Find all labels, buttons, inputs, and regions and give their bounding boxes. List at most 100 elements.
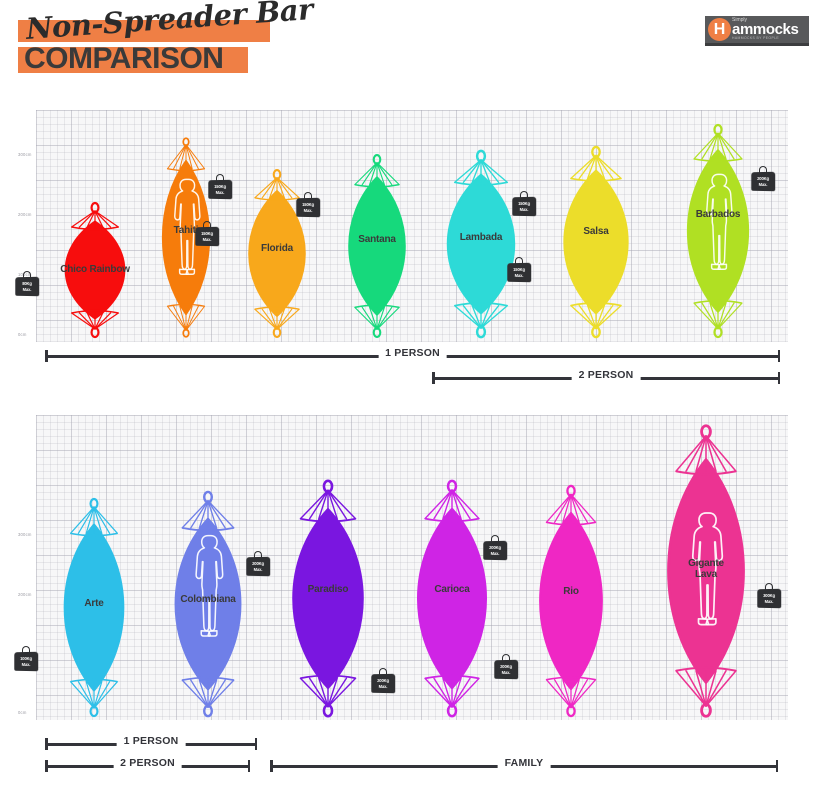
bracket-cap-right [775,760,778,772]
title-band-upper [18,20,270,42]
bracket-cap-left [45,350,48,362]
logo-text: Simply ammocks HAMMOCKS BY PEOPLE [732,17,799,40]
bracket-cap-left [432,372,435,384]
tag-max: Max. [215,189,225,195]
logo-mark-icon: H [708,18,731,41]
bracket-label: 1 PERSON [378,347,447,359]
tag-max: Max. [253,566,263,572]
capacity-tag: 200Kg Max. [245,550,271,577]
capacity-tag: 150Kg Max. [194,220,220,247]
capacity-tag: 300Kg Max. [756,582,782,609]
axis-tick-label: 200cm [18,212,32,217]
tag-body: 150Kg Max. [512,196,537,216]
axis-tick-label: 300cm [18,152,32,157]
capacity-tag: 200Kg Max. [482,534,508,561]
tag-max: Max. [303,207,313,213]
capacity-tag: 150Kg Max. [511,190,537,217]
capacity-bracket-family: FAMILY [270,757,778,774]
tag-weight: 200Kg [252,561,264,567]
capacity-tag: 200Kg Max. [370,668,396,694]
tag-body: 200Kg Max. [246,556,271,576]
hammock-paradiso[interactable]: Paradiso [282,479,374,718]
brand-logo[interactable]: H Simply ammocks HAMMOCKS BY PEOPLE [705,16,809,46]
bracket-cap-left [45,738,48,750]
person-silhouette-icon [686,502,726,636]
hammock-barbados[interactable]: Barbados [678,123,758,339]
tag-handle-icon [23,271,31,280]
bracket-cap-left [270,760,273,772]
person-silhouette-icon [701,168,735,276]
capacity-tag: 200Kg Max. [750,165,776,192]
capacity-tag: 150Kg Max. [207,174,233,200]
tag-weight: 150Kg [201,230,213,236]
hammock-rio[interactable]: Rio [530,484,612,718]
capacity-bracket-2-person: 2 PERSON [432,369,780,386]
bracket-cap-right [247,760,250,772]
person-silhouette-icon [169,172,203,282]
tag-weight: 300Kg [763,592,775,598]
tag-handle-icon [203,220,211,229]
capacity-bracket-2-person: 2 PERSON [45,757,250,774]
bracket-label: 2 PERSON [113,757,182,769]
tag-body: 200Kg Max. [483,540,508,561]
tag-max: Max. [490,550,500,556]
tag-handle-icon [502,654,510,663]
hammock-colombiana[interactable]: Colombiana [165,490,251,718]
tag-body: 80Kg Max. [15,277,40,297]
logo-small-text: Simply [732,17,748,24]
bracket-cap-right [254,738,257,750]
tag-max: Max. [202,236,212,242]
tag-handle-icon [520,190,528,199]
tag-body: 150Kg Max. [507,262,532,283]
hammock-salsa[interactable]: Salsa [554,145,638,339]
capacity-bracket-1-person: 1 PERSON [45,347,780,364]
hammock-chico-rainbow[interactable]: Chico Rainbow [56,201,134,339]
hammock-carioca[interactable]: Carioca [407,479,497,718]
tag-body: 150Kg Max. [296,197,321,218]
person-silhouette-icon [190,526,226,646]
tag-handle-icon [304,192,312,200]
title-band-lower [18,47,248,73]
tag-max: Max. [22,286,32,292]
tag-handle-icon [515,257,523,266]
tag-weight: 150Kg [518,200,530,207]
axis-tick-label: 0cm [18,710,27,715]
tag-handle-icon [491,534,499,543]
hammock-lambada[interactable]: Lambada [437,149,525,339]
tag-body: 100Kg Max. [14,651,39,672]
tag-handle-icon [759,165,767,174]
capacity-bracket-1-person: 1 PERSON [45,735,257,752]
capacity-tag: 80Kg Max. [14,271,40,297]
hammock-tahiti[interactable]: Tahiti [155,137,217,338]
axis-tick-label: 300cm [18,532,32,537]
tag-max: Max. [378,683,388,689]
tag-handle-icon [254,550,262,559]
tag-max: Max. [501,669,511,675]
capacity-tag: 100Kg Max. [13,646,39,672]
tag-handle-icon [765,582,773,591]
hammock-gigante-lava[interactable]: Gigante Lava [656,424,756,718]
tag-body: 150Kg Max. [195,226,220,246]
header: Non-Spreader Bar COMPARISON H Simply amm… [0,0,824,100]
tag-max: Max. [758,181,768,187]
tag-max: Max. [514,272,524,278]
tag-handle-icon [379,668,387,677]
hammock-florida[interactable]: Florida [240,169,314,338]
tag-body: 300Kg Max. [757,588,782,608]
tag-body: 200Kg Max. [494,660,519,680]
bracket-label: FAMILY [497,757,551,769]
tag-handle-icon [216,174,224,183]
bracket-label: 1 PERSON [116,735,186,747]
tag-max: Max. [519,206,529,212]
tag-max: Max. [21,661,31,667]
hammock-arte[interactable]: Arte [55,497,133,718]
hammock-santana[interactable]: Santana [340,154,414,338]
bracket-cap-right [777,372,780,384]
tag-body: 200Kg Max. [371,674,396,694]
bracket-label: 2 PERSON [571,369,641,381]
capacity-tag: 150Kg Max. [506,257,532,283]
axis-tick-label: 0cm [18,332,27,337]
tag-handle-icon [22,646,30,655]
chart-panel-row-2 [36,415,788,720]
bracket-cap-left [45,760,48,772]
